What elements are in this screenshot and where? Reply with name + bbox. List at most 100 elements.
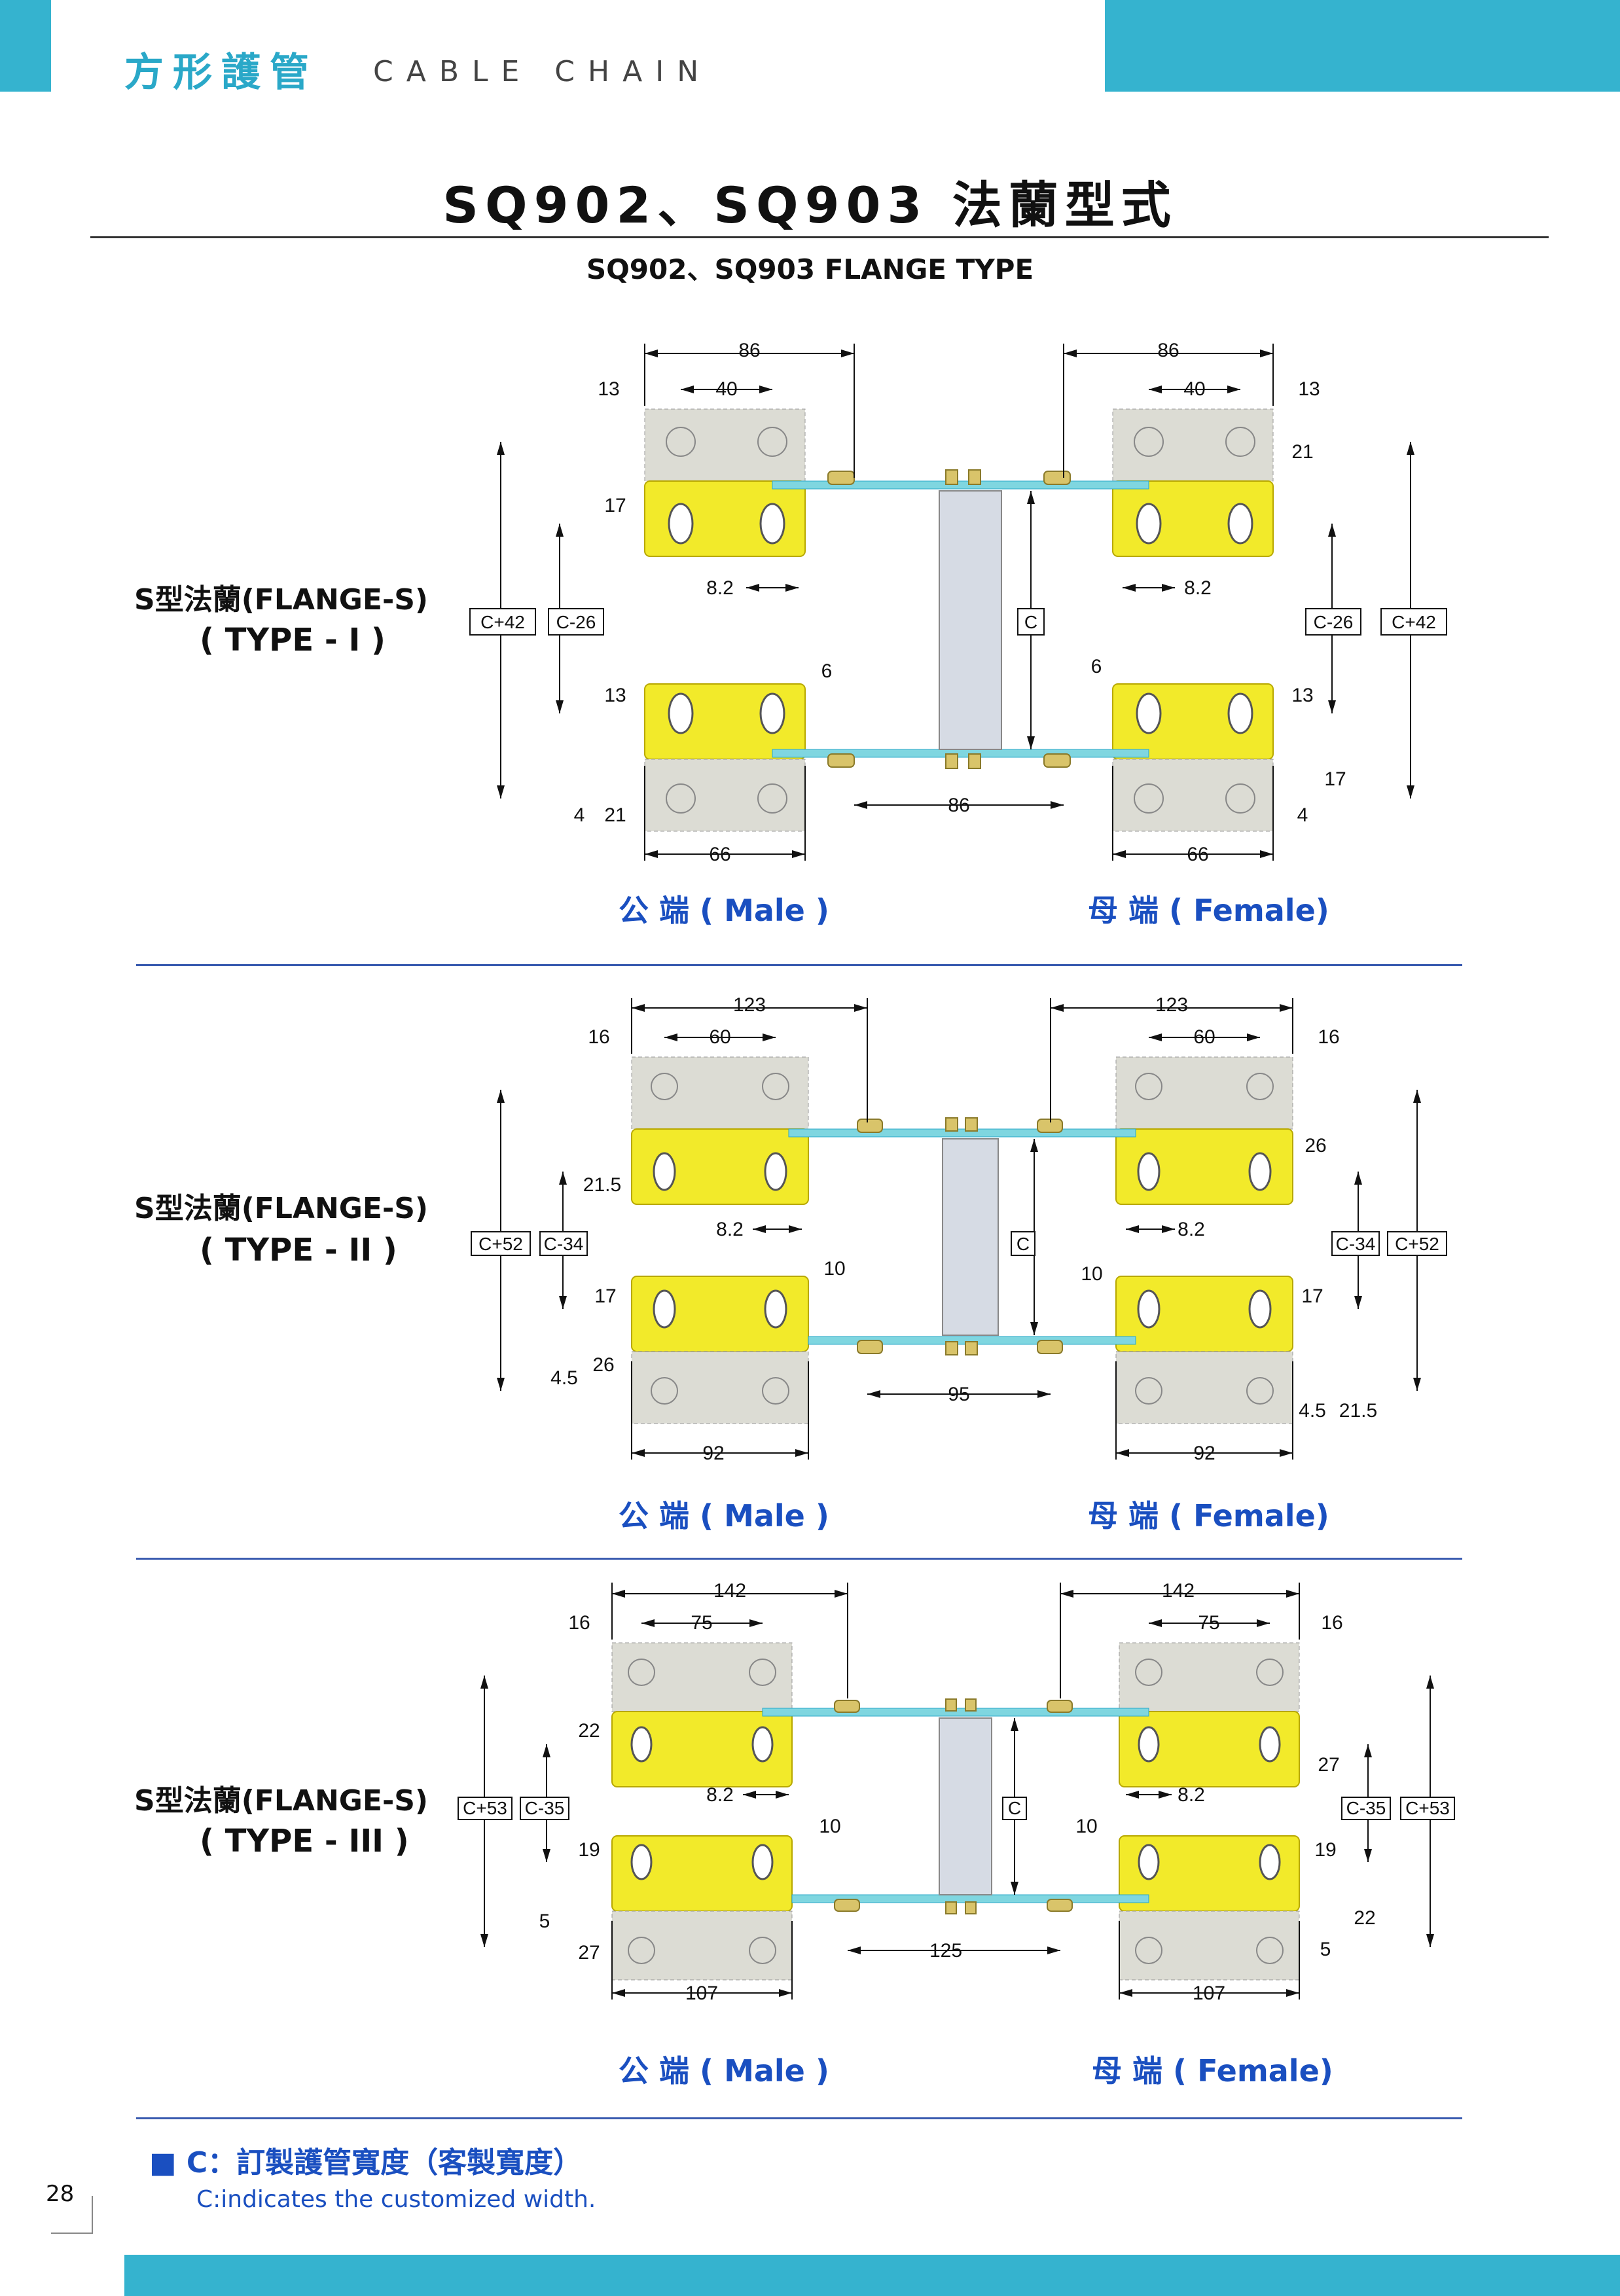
dim-bottom-span: 125	[929, 1940, 962, 1962]
page-number-frame-v	[92, 2196, 93, 2234]
dim-gap-female: 27	[1318, 1754, 1339, 1776]
dim-hole-female: 8.2	[1178, 1784, 1205, 1806]
dim-bottom-width-male: 92	[702, 1443, 724, 1464]
dim-hole-female: 8.2	[1184, 577, 1212, 599]
section-1-male-label: 公 端 ( Male )	[619, 893, 829, 928]
dim-top-side-female: 16	[1318, 1026, 1339, 1048]
dim-top-side-male: 13	[598, 378, 619, 400]
dim-offset-female: 6	[1091, 656, 1102, 677]
section-1-drawing: 86 40 13 86 40 13 17 21 8.2 8.2 6 6 13 1…	[469, 340, 1447, 864]
dim-low-c-male: 21	[604, 804, 626, 826]
dim-top-inner-female: 60	[1193, 1026, 1215, 1048]
section-2-flange-label: S型法蘭(FLANGE-S)	[134, 1192, 429, 1225]
dim-gap-male: 22	[578, 1720, 600, 1742]
footer-band	[124, 2255, 1620, 2296]
page-title: SQ902、SQ903 法蘭型式	[442, 176, 1178, 234]
dim-top-total-male: 142	[713, 1580, 746, 1602]
box-inner-female: C-26	[1314, 612, 1354, 632]
box-outer-male: C+42	[480, 612, 525, 632]
dim-top-total-female: 86	[1157, 340, 1179, 361]
header-title-en: CABLE CHAIN	[373, 55, 712, 88]
dim-top-side-male: 16	[588, 1026, 609, 1048]
dim-top-total-male: 86	[738, 340, 760, 361]
dim-top-inner-female: 75	[1198, 1612, 1219, 1634]
dim-offset-female: 10	[1081, 1263, 1102, 1285]
dim-top-inner-male: 60	[709, 1026, 730, 1048]
dim-low-a-female: 13	[1291, 685, 1313, 706]
dim-hole-male: 8.2	[716, 1219, 744, 1240]
dim-gap-male: 17	[604, 495, 626, 516]
note-cn: ■ C：訂製護管寬度（客製寬度）	[149, 2146, 583, 2179]
dim-hole-male: 8.2	[706, 577, 734, 599]
dim-gap-female: 26	[1305, 1135, 1326, 1157]
dim-low-b-male: 4	[574, 804, 585, 826]
page-number-frame-h	[51, 2233, 93, 2234]
dim-low-b-male: 5	[539, 1910, 550, 1932]
section-divider-3	[136, 2117, 1462, 2119]
box-outer-female: C+53	[1405, 1798, 1450, 1818]
box-inner-male: C-34	[544, 1234, 584, 1254]
section-3-female-label: 母 端 ( Female)	[1092, 2053, 1333, 2089]
dim-low-b-female: 4	[1297, 804, 1308, 826]
dim-low-b-male: 4.5	[550, 1367, 578, 1389]
section-1-female-label: 母 端 ( Female)	[1088, 893, 1329, 928]
dim-low-d-female: 21.5	[1339, 1400, 1377, 1422]
section-2-male-label: 公 端 ( Male )	[619, 1498, 829, 1534]
section-divider-1	[136, 964, 1462, 966]
box-outer-male: C+53	[463, 1798, 507, 1818]
section-1-type-label: ( TYPE - I )	[200, 622, 386, 658]
section-3-male-label: 公 端 ( Male )	[619, 2053, 829, 2089]
page-subtitle: SQ902、SQ903 FLANGE TYPE	[586, 253, 1034, 285]
page-number: 28	[46, 2181, 75, 2207]
note-en: C:indicates the customized width.	[196, 2186, 596, 2213]
dim-bottom-span: 95	[948, 1384, 969, 1405]
box-c: C	[1008, 1798, 1021, 1818]
dim-low-a-female: 19	[1314, 1839, 1336, 1861]
section-3-flange-label: S型法蘭(FLANGE-S)	[134, 1784, 429, 1818]
dim-top-side-female: 16	[1321, 1612, 1342, 1634]
dim-top-total-female: 123	[1155, 995, 1188, 1016]
section-3-drawing: 142 75 16 142 75 16 22 27 8.2 8.2 10 10 …	[458, 1580, 1455, 2004]
box-inner-female: C-34	[1336, 1234, 1376, 1254]
dim-top-total-male: 123	[733, 995, 766, 1016]
dim-low-a-male: 13	[604, 685, 626, 706]
dim-top-total-female: 142	[1162, 1580, 1195, 1602]
dim-bottom-width-female: 92	[1193, 1443, 1215, 1464]
dim-top-side-male: 16	[568, 1612, 590, 1634]
header-band-left	[0, 0, 51, 92]
dim-bottom-width-male: 107	[685, 1982, 718, 2004]
dim-offset-female: 10	[1075, 1816, 1097, 1837]
dim-top-inner-male: 75	[691, 1612, 712, 1634]
dim-offset-male: 6	[821, 660, 833, 682]
box-inner-male: C-35	[525, 1798, 565, 1818]
section-2-drawing: 123 60 16 123 60 16 21.5 26 8.2 8.2 10 1…	[471, 995, 1447, 1464]
dim-bottom-width-male: 66	[709, 844, 730, 864]
section-divider-2	[136, 1558, 1462, 1560]
section-1-flange-label: S型法蘭(FLANGE-S)	[134, 583, 429, 617]
dim-low-c-male: 26	[592, 1354, 614, 1376]
dim-low-d-female: 22	[1354, 1907, 1375, 1929]
header-band-right	[1105, 0, 1620, 92]
dim-bottom-span: 86	[948, 795, 969, 816]
dim-bottom-width-female: 107	[1193, 1982, 1225, 2004]
box-inner-male: C-26	[556, 612, 596, 632]
box-outer-male: C+52	[478, 1234, 523, 1254]
dim-low-b-female: 4.5	[1299, 1400, 1326, 1422]
dim-low-a-male: 17	[594, 1285, 616, 1307]
section-2-female-label: 母 端 ( Female)	[1088, 1498, 1329, 1534]
dim-gap-male: 21.5	[583, 1174, 621, 1196]
box-c: C	[1017, 1234, 1030, 1254]
dim-hole-male: 8.2	[706, 1784, 734, 1806]
dim-offset-male: 10	[823, 1258, 845, 1280]
dim-low-a-female: 17	[1301, 1285, 1323, 1307]
section-2-type-label: ( TYPE - II )	[200, 1232, 397, 1268]
box-outer-female: C+52	[1395, 1234, 1439, 1254]
dim-low-d-female: 17	[1324, 768, 1346, 790]
dim-low-a-male: 19	[578, 1839, 600, 1861]
dim-hole-female: 8.2	[1178, 1219, 1205, 1240]
box-outer-female: C+42	[1392, 612, 1436, 632]
dim-low-b-female: 5	[1320, 1939, 1331, 1960]
dim-gap-female: 21	[1291, 441, 1313, 463]
section-3-type-label: ( TYPE - III )	[200, 1823, 409, 1859]
header-title-cn: 方形護管	[124, 50, 318, 96]
